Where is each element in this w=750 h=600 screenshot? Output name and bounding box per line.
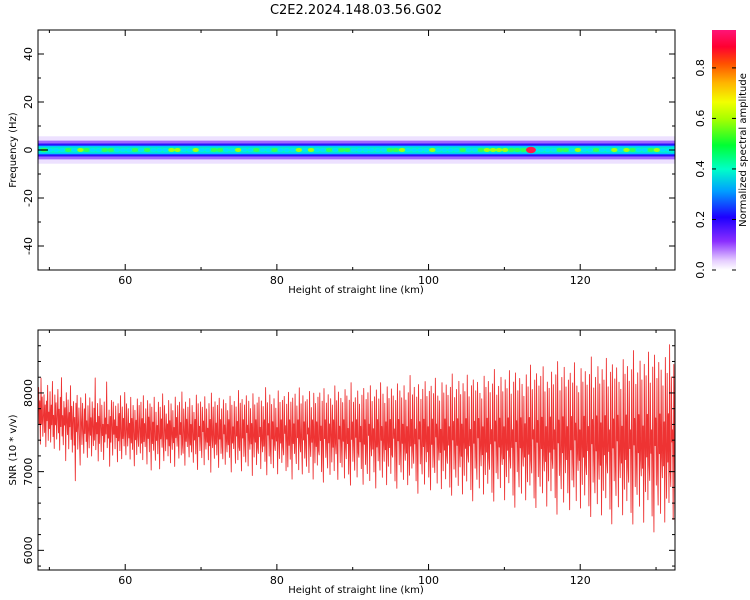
snr-x-tick-label: 120	[570, 574, 591, 587]
colorbar-tick-label: 0.2	[694, 211, 707, 229]
colorbar-tick-label: 0.0	[694, 261, 707, 279]
spectrogram-panel: 60 80 100 120 -40 -20 0 20 40 Height of straight…	[8, 29, 676, 296]
colorbar-tick-label: 0.4	[694, 160, 707, 178]
spectrogram-y-tick-label: 0	[22, 147, 35, 154]
spectrogram-x-tick-label: 100	[418, 274, 439, 287]
colorbar: 0.0 0.2 0.4 0.6 0.8 Normalized spectral ampl…	[694, 30, 749, 279]
spectrogram-y-tick-label: -40	[22, 237, 35, 255]
spectrogram-y-tick-label: -20	[22, 189, 35, 207]
figure-title: C2E2.2024.148.03.56.G02	[270, 3, 442, 18]
spectrogram-y-tick-label: 20	[22, 95, 35, 109]
snr-x-axis-label: Height of straight line (km)	[288, 585, 424, 596]
snr-frame	[37, 329, 676, 571]
spectrogram-y-axis-label: Frequency (Hz)	[8, 112, 19, 188]
snr-x-tick-label: 60	[118, 574, 132, 587]
spectrogram-ticks: 60 80 100 120 -40 -20 0 20 40	[22, 29, 675, 287]
snr-panel: 60 80 100 120 6000 7000 8000 Height of straigh…	[8, 329, 676, 596]
snr-y-tick-label: 8000	[22, 379, 35, 407]
spectrogram-x-tick-label: 80	[270, 274, 284, 287]
spectrogram-x-tick-label: 60	[118, 274, 132, 287]
snr-series-line	[38, 344, 675, 533]
spectrogram-y-tick-label: 40	[22, 47, 35, 61]
colorbar-strip	[712, 30, 736, 270]
spectrogram-band	[38, 136, 675, 164]
colorbar-tick-label: 0.8	[694, 59, 707, 77]
snr-x-tick-label: 100	[418, 574, 439, 587]
snr-ticks: 60 80 100 120 6000 7000 8000	[22, 329, 675, 587]
colorbar-tick-label: 0.6	[694, 110, 707, 128]
spectrogram-x-axis-label: Height of straight line (km)	[288, 285, 424, 296]
snr-y-tick-label: 6000	[22, 536, 35, 564]
snr-y-tick-label: 7000	[22, 458, 35, 486]
snr-x-tick-label: 80	[270, 574, 284, 587]
colorbar-ticks: 0.0 0.2 0.4 0.6 0.8	[694, 59, 736, 279]
snr-y-axis-label: SNR (10 * v/v)	[8, 414, 19, 485]
spectrogram-peak-mark	[525, 146, 536, 154]
colorbar-label: Normalized spectral amplitude	[738, 73, 749, 227]
spectrogram-x-tick-label: 120	[570, 274, 591, 287]
